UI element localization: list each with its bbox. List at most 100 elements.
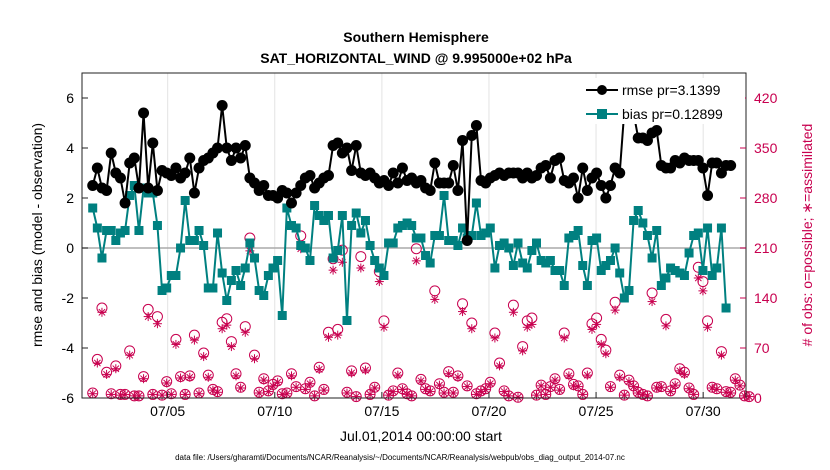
assimilated-obs-marker: [333, 330, 343, 340]
assimilated-obs-marker: [231, 371, 241, 381]
bias-marker: [365, 241, 375, 250]
bias-marker: [689, 231, 699, 240]
assimilated-obs-marker: [536, 381, 546, 391]
bias-marker: [425, 258, 435, 268]
bias-line: [91, 181, 728, 321]
bias-marker: [282, 203, 292, 213]
rmse-marker: [281, 187, 293, 199]
bias-marker: [564, 233, 574, 243]
legend-rmse-label: rmse pr=3.1399: [622, 82, 721, 98]
rmse-marker: [341, 142, 353, 154]
bias-marker: [490, 263, 500, 273]
assimilated-obs-marker: [291, 382, 301, 392]
rmse-marker: [387, 167, 399, 179]
assimilated-obs-marker: [125, 350, 135, 360]
bias-marker: [263, 271, 273, 280]
assimilated-obs-marker: [171, 339, 181, 349]
assimilated-obs-marker: [740, 391, 750, 401]
assimilated-obs-marker: [157, 390, 167, 400]
bias-marker: [596, 266, 606, 275]
assimilated-obs-marker: [716, 350, 726, 360]
assimilated-obs-marker: [434, 380, 444, 390]
bias-marker: [666, 263, 676, 273]
x-tick-label: 07/15: [364, 403, 399, 419]
bias-marker: [245, 238, 255, 248]
rmse-marker: [170, 162, 182, 174]
assimilated-obs-marker: [213, 387, 223, 397]
assimilated-obs-marker: [148, 389, 158, 399]
bias-marker: [624, 286, 634, 295]
rmse-marker: [392, 177, 404, 189]
rmse-marker: [346, 165, 358, 176]
assimilated-obs-marker: [629, 382, 639, 392]
assimilated-obs-marker: [444, 369, 454, 379]
x-axis-label: Jul.01,2014 00:00:00 start: [340, 428, 502, 444]
assimilated-obs-marker: [605, 382, 615, 392]
rmse-marker: [581, 185, 593, 196]
bias-marker: [157, 286, 167, 295]
bias-marker: [444, 236, 454, 245]
assimilated-obs-marker: [236, 383, 246, 393]
assimilated-obs-marker: [180, 389, 190, 399]
bias-marker: [439, 191, 449, 200]
assimilated-obs-marker: [134, 391, 144, 401]
assimilated-obs-marker: [102, 369, 112, 379]
y2-tick-label: 350: [754, 140, 778, 156]
bias-marker: [305, 256, 315, 265]
bias-marker: [333, 246, 343, 255]
bias-marker: [656, 281, 666, 290]
assimilated-obs-marker: [143, 312, 153, 322]
bias-marker: [125, 191, 135, 200]
rmse-marker: [461, 235, 473, 246]
rmse-marker: [651, 125, 663, 136]
rmse-marker: [572, 192, 584, 204]
possible-obs-marker: [309, 390, 321, 402]
assimilated-obs-marker: [342, 388, 352, 398]
y-axis-label: rmse and bias (model - observation): [29, 123, 45, 347]
assimilated-obs-marker: [661, 321, 671, 331]
assimilated-obs-marker: [684, 384, 694, 394]
bias-marker: [397, 221, 407, 230]
bias-marker: [360, 216, 370, 225]
assimilated-obs-marker: [675, 366, 685, 376]
rmse-marker: [151, 185, 163, 196]
bias-marker: [638, 218, 648, 228]
bias-marker: [356, 228, 366, 238]
y-tick-label: -6: [62, 390, 75, 406]
x-tick-label: 07/10: [257, 403, 292, 419]
assimilated-obs-marker: [601, 349, 611, 359]
assimilated-obs-marker: [592, 319, 602, 329]
rmse-marker: [457, 135, 469, 146]
possible-obs-marker: [147, 388, 159, 400]
bias-marker: [518, 258, 528, 268]
assimilated-obs-marker: [351, 392, 361, 402]
bias-marker: [337, 211, 347, 220]
assimilated-obs-marker: [467, 324, 477, 334]
bias-marker: [716, 223, 726, 233]
bias-marker: [189, 236, 199, 245]
rmse-marker: [383, 180, 395, 191]
assimilated-obs-marker: [411, 256, 421, 266]
rmse-marker: [452, 185, 464, 196]
bias-marker: [120, 226, 130, 235]
rmse-marker: [697, 162, 709, 174]
assimilated-obs-marker: [559, 333, 569, 343]
bias-marker: [166, 271, 176, 280]
bias-marker: [541, 258, 551, 268]
assimilated-obs-marker: [194, 389, 204, 399]
assimilated-obs-marker: [268, 381, 278, 391]
assimilated-obs-marker: [319, 385, 329, 395]
bias-marker: [351, 208, 361, 218]
y-tick-label: 0: [66, 240, 74, 256]
assimilated-obs-marker: [495, 361, 505, 371]
bias-marker: [545, 256, 555, 265]
y2-tick-label: 280: [754, 190, 778, 206]
assimilated-obs-marker: [416, 376, 426, 386]
assimilated-obs-marker: [300, 384, 310, 394]
assimilated-obs-marker: [448, 388, 458, 398]
y-tick-label: 6: [66, 90, 74, 106]
y2-tick-label: 210: [754, 240, 778, 256]
assimilated-obs-marker: [166, 389, 176, 399]
bias-marker: [499, 238, 509, 248]
bias-marker: [217, 268, 227, 278]
